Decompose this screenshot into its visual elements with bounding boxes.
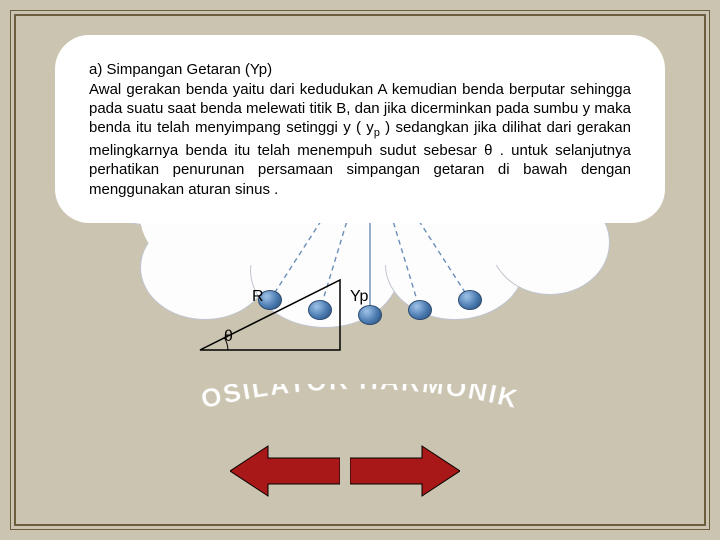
pendulum-bob [408,300,432,320]
triangle-label-R: R [252,288,264,306]
next-button[interactable] [350,444,460,498]
card-heading: a) Simpangan Getaran (Yp) [89,61,631,78]
triangle-diagram: R Yp θ [190,270,400,380]
pendulum-bob [458,290,482,310]
content-card: a) Simpangan Getaran (Yp) Awal gerakan b… [55,35,665,223]
prev-button[interactable] [230,444,340,498]
arrow-right-icon [350,444,460,498]
triangle-label-theta: θ [224,328,233,346]
triangle-label-Yp: Yp [350,288,368,306]
arrow-left-icon [230,444,340,498]
triangle-path [200,280,340,350]
card-body: Awal gerakan benda yaitu dari kedudukan … [89,80,631,199]
